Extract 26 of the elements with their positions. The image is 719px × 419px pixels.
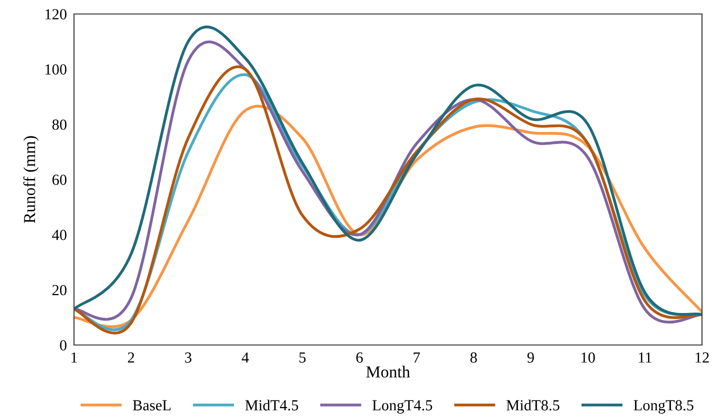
- x-tick-label: 8: [470, 352, 477, 363]
- legend-label: LongT4.5: [372, 400, 432, 414]
- x-tick-label: 11: [638, 352, 652, 363]
- legend-label: BaseL: [132, 400, 171, 410]
- y-tick-label: 20: [52, 284, 66, 296]
- y-tick-label: 60: [52, 174, 66, 185]
- y-tick-label: 80: [52, 119, 66, 130]
- x-tick-label: 6: [356, 352, 363, 363]
- x-tick-label: 4: [242, 352, 249, 363]
- x-tick-label: 5: [299, 352, 306, 363]
- x-tick-label: 1: [72, 352, 77, 363]
- y-axis-title: Runoff (mm): [23, 136, 39, 224]
- x-tick-label: 3: [185, 352, 192, 363]
- legend-label: MidT4.5: [245, 400, 298, 411]
- legend-label: MidT8.5: [506, 400, 560, 411]
- y-tick-label: 100: [45, 64, 66, 75]
- x-tick-label: 7: [414, 352, 420, 363]
- x-tick-label: 10: [582, 352, 595, 363]
- y-tick-label: 120: [45, 9, 66, 20]
- y-tick-label: 40: [52, 230, 66, 240]
- x-tick-label: 2: [128, 352, 134, 363]
- x-axis-title: Month: [366, 366, 410, 378]
- legend-label: LongT8.5: [634, 400, 694, 414]
- x-tick-label: 9: [527, 352, 534, 363]
- y-tick-label: 0: [60, 340, 66, 350]
- x-tick-label: 12: [696, 352, 709, 363]
